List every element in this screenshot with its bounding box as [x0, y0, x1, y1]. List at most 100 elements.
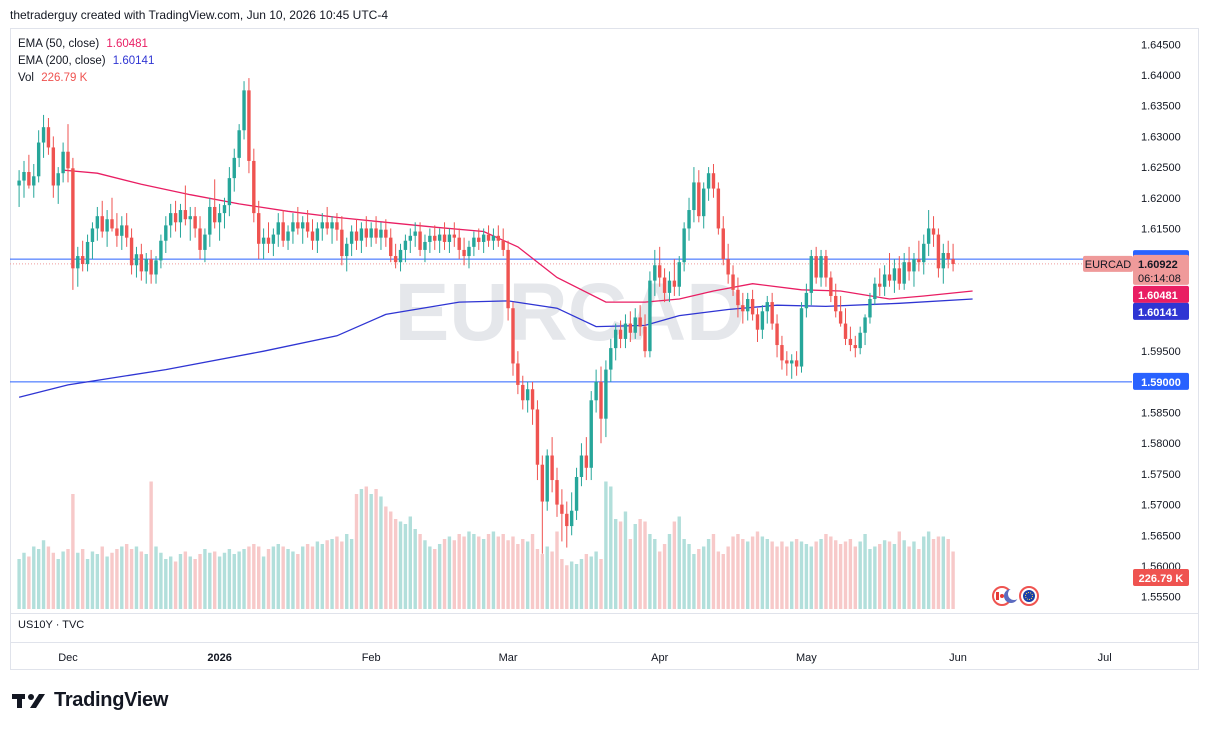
candle: [613, 323, 618, 361]
candle-body: [873, 283, 877, 300]
candle-body: [183, 210, 188, 220]
candle-body: [36, 142, 41, 177]
volume-bar: [750, 536, 755, 609]
volume-bar: [364, 486, 368, 609]
volume-bar: [188, 556, 192, 609]
candle: [682, 222, 686, 272]
candle: [501, 228, 505, 257]
eu-flag-icon[interactable]: [1019, 586, 1039, 606]
volume-bar: [159, 552, 163, 609]
candle-body: [423, 241, 427, 250]
candle: [164, 216, 168, 253]
candle: [785, 351, 789, 376]
candle: [296, 206, 300, 235]
candle: [222, 197, 227, 229]
candle-body: [511, 308, 515, 364]
volume-bar: [296, 554, 300, 609]
volume-tag: [1133, 569, 1189, 586]
volume-bar: [418, 534, 422, 609]
candle: [85, 234, 90, 272]
candle: [917, 240, 921, 272]
candle-body: [584, 455, 589, 468]
candle-body: [834, 295, 838, 312]
volume-bar: [149, 481, 153, 609]
candle-body: [335, 222, 339, 230]
price-tags: EURCAD 1.60922 06:14:08 1.60481 1.60141 226.7…: [1083, 254, 1189, 586]
candle-body: [164, 225, 168, 241]
volume-bar: [907, 546, 911, 609]
volume-bar: [736, 534, 740, 609]
volume-bar: [511, 536, 515, 609]
pane-divider[interactable]: [10, 613, 1199, 614]
volume-legend-row[interactable]: Vol 226.79 K: [18, 70, 154, 87]
candle: [281, 210, 285, 247]
volume-bar: [604, 481, 608, 609]
volume-bar: [731, 536, 735, 609]
candle: [95, 206, 100, 241]
candle-body: [139, 254, 144, 272]
candle-body: [95, 216, 100, 229]
candle: [878, 268, 882, 296]
volume-bar: [838, 544, 843, 609]
subpane-label[interactable]: US10Y · TVC: [18, 619, 85, 631]
candle: [638, 305, 642, 336]
candle-body: [760, 311, 765, 330]
volume-bar: [477, 536, 481, 609]
volume-bar: [579, 559, 584, 609]
volume-bar: [711, 534, 716, 609]
candle-body: [384, 229, 388, 238]
candle: [22, 160, 26, 198]
candle-body: [447, 234, 452, 242]
volume-bar: [164, 559, 168, 609]
volume-tag-label: 226.79 K: [1139, 573, 1184, 585]
ema50-legend-row[interactable]: EMA (50, close) 1.60481: [18, 36, 154, 53]
volume-bar: [746, 541, 750, 609]
volume-bar: [154, 546, 158, 609]
candle: [168, 203, 173, 238]
candle-body: [741, 305, 745, 312]
candle-body: [437, 234, 442, 241]
volume-bar: [882, 540, 887, 609]
candle: [922, 234, 926, 275]
volume-bar: [638, 519, 642, 609]
candle-body: [56, 173, 60, 186]
countdown-label: 06:14:08: [1138, 273, 1181, 285]
candle-body: [697, 182, 701, 217]
volume-bar: [41, 540, 46, 609]
candle: [887, 252, 892, 287]
candle: [320, 213, 324, 241]
candle-body: [569, 510, 574, 527]
ema200-legend-row[interactable]: EMA (200, close) 1.60141: [18, 53, 154, 70]
candle-body: [530, 389, 535, 410]
volume-bar: [389, 511, 393, 609]
volume-bar: [95, 554, 100, 609]
volume-bar: [560, 559, 564, 609]
volume-bar: [27, 556, 31, 609]
candle-body: [653, 265, 657, 281]
volume-bar: [330, 539, 334, 609]
candle: [560, 489, 564, 542]
volume-bar: [501, 534, 505, 609]
volume-bar: [565, 565, 569, 609]
candle-body: [17, 180, 21, 186]
candle-body: [790, 360, 794, 364]
candle: [643, 314, 647, 358]
time-tick-label: Feb: [362, 652, 381, 664]
volume-bar: [574, 564, 579, 609]
volume-bar: [374, 489, 378, 609]
tradingview-logo[interactable]: TradingView: [12, 689, 168, 712]
candle-body: [452, 234, 457, 238]
volume-bar: [124, 544, 129, 609]
candle: [76, 246, 80, 287]
candle-body: [208, 206, 212, 235]
candle: [809, 249, 813, 306]
volume-bar: [794, 539, 799, 609]
candle: [760, 305, 765, 339]
candle: [124, 213, 129, 247]
price-tick-label: 1.58000: [1141, 438, 1181, 450]
moon-icon[interactable]: [1004, 588, 1020, 603]
volume-bar: [129, 549, 134, 609]
time-tick-label: Mar: [499, 652, 518, 664]
volume-bar: [310, 546, 315, 609]
